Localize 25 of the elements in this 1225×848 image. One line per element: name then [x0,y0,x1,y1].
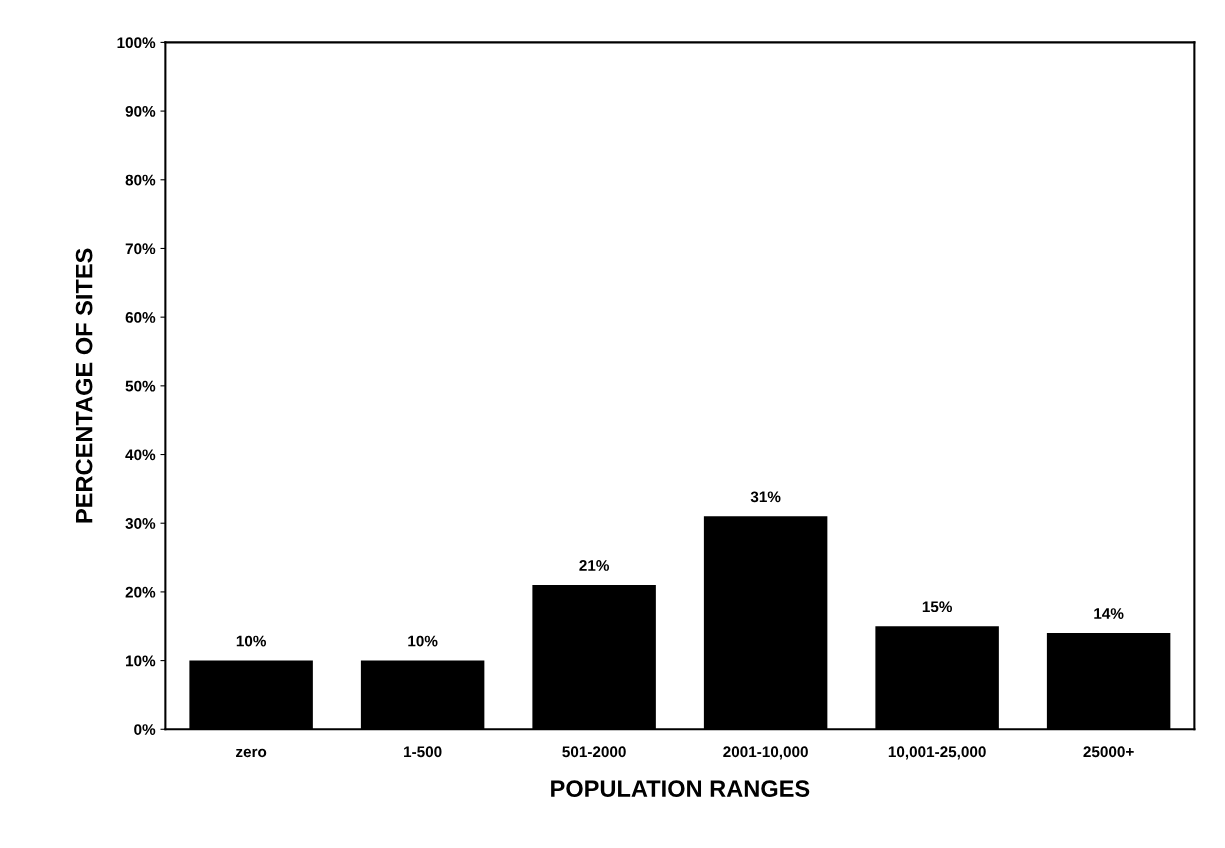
x-tick-label: 501-2000 [562,746,626,758]
x-tick-label: 10,001-25,000 [888,746,986,760]
x-axis-title: POPULATION RANGES [551,780,810,797]
x-tick-label: 2001-10,000 [723,746,808,760]
y-tick-label: 70% [125,243,156,255]
x-tick-label: 25000+ [1083,746,1134,758]
y-tick-label: 50% [125,380,156,392]
y-axis-title: PERCENTAGE OF SITES [75,248,93,523]
x-tick-label: zero [236,748,267,758]
y-tick-label: 10% [126,655,156,667]
y-tick-label: 90% [125,105,156,117]
y-tick-label: 0% [134,724,156,735]
data-label: 10% [408,635,438,647]
data-label: 14% [1094,608,1124,619]
y-tick-label: 60% [125,312,156,323]
y-tick-label: 20% [125,586,156,598]
data-label: 10% [236,635,267,647]
y-tick-label: 40% [125,449,156,461]
y-tick-label: 30% [125,518,156,529]
data-label: 31% [750,491,781,503]
x-tick-label: 1-500 [404,746,442,758]
data-label: 15% [922,601,953,613]
y-tick-label: 80% [125,174,156,186]
data-label: 21% [579,560,610,571]
y-tick-label: 100% [117,37,156,49]
